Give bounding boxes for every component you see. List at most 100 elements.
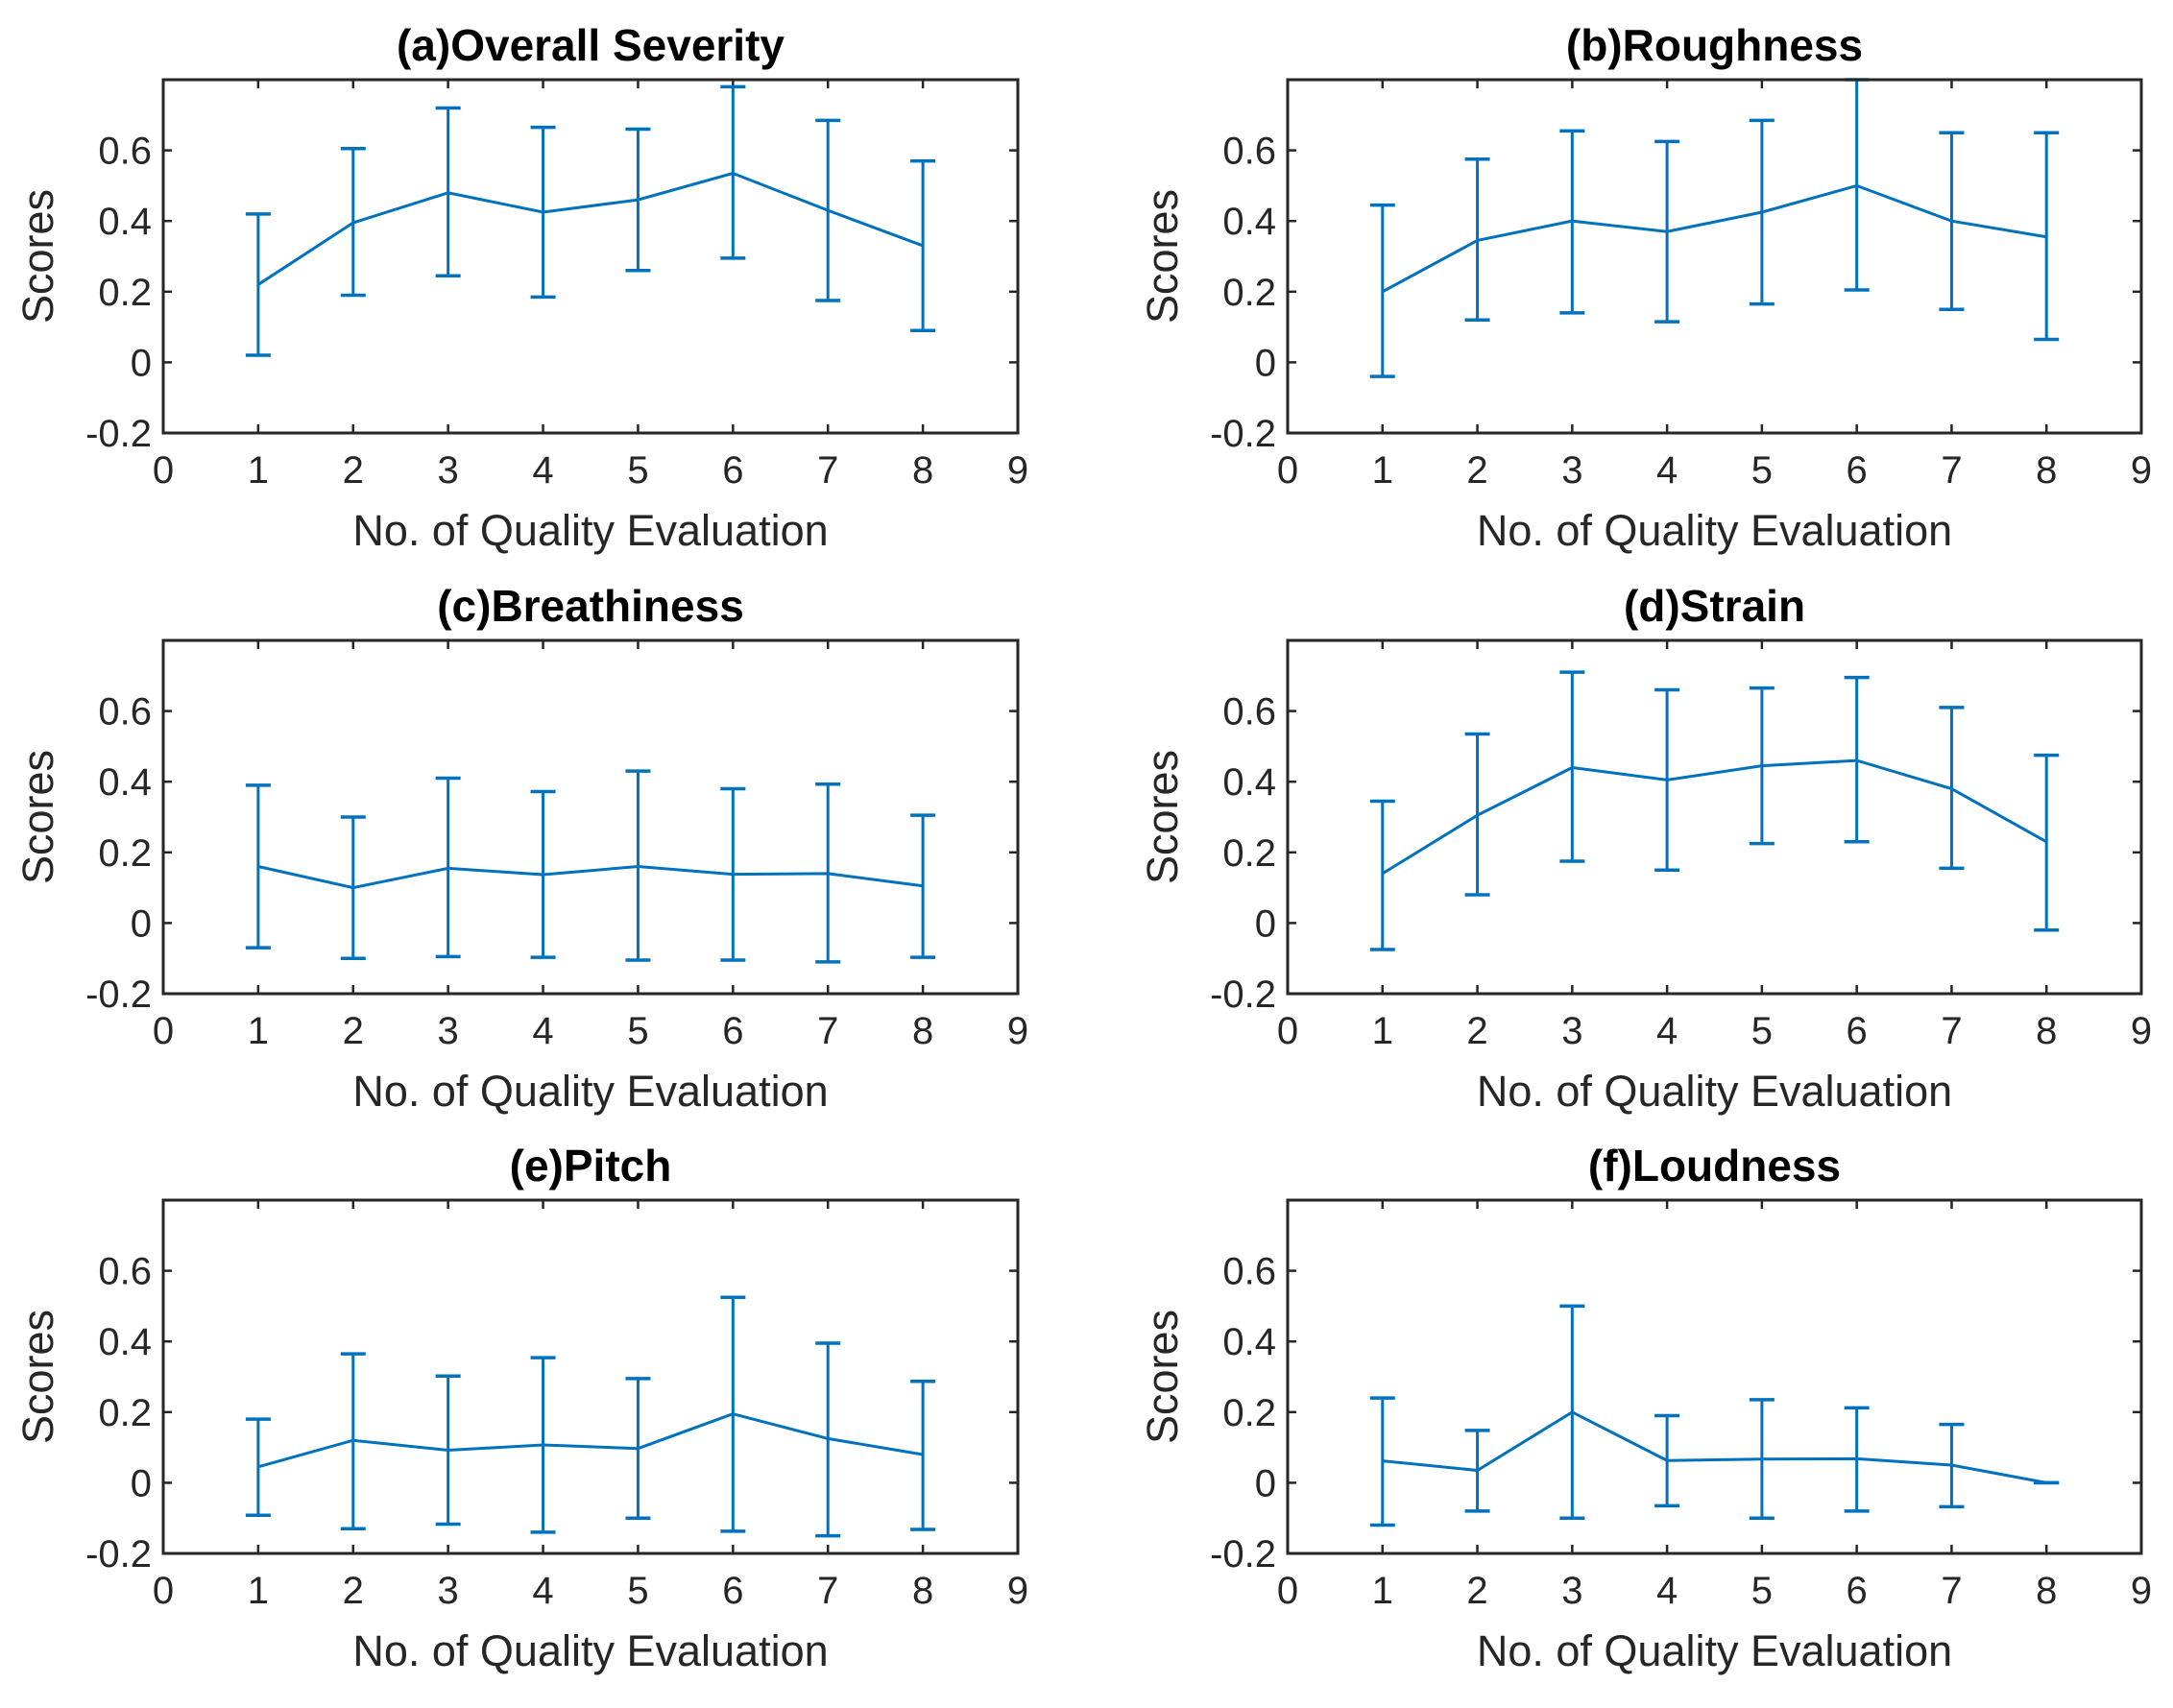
y-tick-label: -0.2 bbox=[85, 413, 152, 455]
y-axis-label: Scores bbox=[13, 750, 62, 884]
plot-frame bbox=[161, 78, 1020, 435]
y-tick-label: 0.4 bbox=[98, 201, 152, 243]
chart-title: (a)Overall Severity bbox=[397, 20, 785, 70]
x-tick-label: 6 bbox=[1847, 1570, 1868, 1612]
x-tick-label: 4 bbox=[1656, 1570, 1678, 1612]
y-tick-label: -0.2 bbox=[1210, 974, 1276, 1016]
data-point bbox=[1856, 184, 1858, 186]
data-point bbox=[2045, 1481, 2047, 1483]
data-point bbox=[1761, 211, 1763, 213]
x-tick-label: 2 bbox=[1466, 449, 1487, 492]
y-tick-label: 0.4 bbox=[1222, 1321, 1276, 1363]
x-tick-label: 3 bbox=[438, 1570, 459, 1612]
y-tick-label: 0.6 bbox=[1222, 691, 1276, 734]
x-tick-label: 1 bbox=[1372, 449, 1393, 492]
data-point bbox=[1477, 239, 1479, 241]
x-tick-label: 9 bbox=[1007, 1010, 1028, 1052]
data-point bbox=[1666, 1459, 1668, 1461]
y-tick-label: 0.4 bbox=[98, 1321, 152, 1363]
data-point bbox=[1856, 1457, 1858, 1459]
y-axis-label: Scores bbox=[1138, 750, 1187, 884]
series-line bbox=[1382, 1410, 2047, 1484]
x-tick-label: 9 bbox=[2131, 1010, 2152, 1052]
y-tick-label: -0.2 bbox=[85, 1533, 152, 1576]
data-point bbox=[352, 1439, 354, 1441]
data-point bbox=[1571, 1411, 1573, 1413]
y-tick-label: 0 bbox=[131, 902, 152, 945]
y-tick-label: 0.2 bbox=[98, 832, 152, 875]
data-point bbox=[1761, 1458, 1763, 1460]
x-tick-label: 2 bbox=[343, 1010, 364, 1052]
y-tick-label: 0.4 bbox=[1222, 201, 1276, 243]
data-point bbox=[732, 173, 734, 175]
plot-frame bbox=[161, 1198, 1020, 1555]
y-tick-label: 0.6 bbox=[98, 691, 152, 734]
x-tick-label: 8 bbox=[2036, 1570, 2057, 1612]
y-tick-label: 0.2 bbox=[98, 1392, 152, 1434]
y-tick-label: -0.2 bbox=[1210, 1533, 1276, 1576]
y-tick-label: 0.2 bbox=[1222, 1392, 1276, 1434]
x-tick-label: 9 bbox=[2131, 449, 2152, 492]
data-point bbox=[1571, 220, 1573, 222]
x-tick-label: 3 bbox=[1561, 1010, 1582, 1052]
x-tick-label: 5 bbox=[1751, 1570, 1773, 1612]
data-point bbox=[447, 867, 449, 869]
x-tick-label: 7 bbox=[1941, 1010, 1962, 1052]
x-tick-label: 9 bbox=[1007, 1570, 1028, 1612]
data-point bbox=[1477, 1470, 1479, 1472]
x-tick-label: 1 bbox=[1372, 1010, 1393, 1052]
x-axis-label: No. of Quality Evaluation bbox=[352, 506, 828, 555]
data-point bbox=[257, 283, 259, 285]
data-point bbox=[1950, 220, 1952, 222]
series-line bbox=[1381, 758, 2047, 876]
data-point bbox=[1666, 779, 1668, 781]
data-point bbox=[1382, 1460, 1384, 1462]
plot-border bbox=[1286, 638, 2143, 996]
plot-frame bbox=[1286, 78, 2143, 435]
data-point bbox=[1666, 230, 1668, 232]
x-tick-label: 8 bbox=[2036, 1010, 2057, 1052]
x-axis-label: No. of Quality Evaluation bbox=[1477, 506, 1952, 555]
data-point bbox=[637, 866, 639, 868]
x-tick-label: 4 bbox=[1656, 449, 1678, 492]
data-point bbox=[732, 1413, 734, 1415]
data-point bbox=[922, 1454, 924, 1455]
x-tick-label: 5 bbox=[1751, 449, 1773, 492]
x-tick-label: 5 bbox=[627, 1010, 648, 1052]
x-tick-label: 7 bbox=[1941, 1570, 1962, 1612]
x-tick-label: 9 bbox=[2131, 1570, 2152, 1612]
x-tick-label: 0 bbox=[1277, 1570, 1298, 1612]
x-tick-label: 3 bbox=[1561, 1570, 1582, 1612]
y-tick-label: 0.6 bbox=[1222, 1251, 1276, 1293]
x-tick-label: 5 bbox=[627, 449, 648, 492]
y-tick-label: 0 bbox=[131, 342, 152, 384]
data-point bbox=[257, 1466, 259, 1468]
x-axis-label: No. of Quality Evaluation bbox=[352, 1067, 828, 1116]
x-tick-label: 0 bbox=[153, 1010, 174, 1052]
x-tick-label: 6 bbox=[722, 1570, 743, 1612]
x-tick-label: 0 bbox=[153, 1570, 174, 1612]
data-point bbox=[447, 192, 449, 194]
x-tick-label: 1 bbox=[248, 449, 269, 492]
y-axis-label: Scores bbox=[13, 1310, 62, 1444]
data-point bbox=[1382, 291, 1384, 293]
y-tick-label: 0.6 bbox=[98, 1251, 152, 1293]
data-point bbox=[827, 873, 829, 875]
plot-frame bbox=[1286, 638, 2143, 996]
x-tick-label: 7 bbox=[1941, 449, 1962, 492]
x-tick-label: 5 bbox=[627, 1570, 648, 1612]
x-tick-label: 1 bbox=[248, 1570, 269, 1612]
plot-border bbox=[161, 638, 1020, 996]
y-tick-label: 0.6 bbox=[98, 131, 152, 173]
x-tick-label: 2 bbox=[343, 1570, 364, 1612]
y-tick-label: 0 bbox=[1255, 902, 1276, 945]
y-tick-label: 0.4 bbox=[98, 761, 152, 804]
series-line bbox=[1382, 183, 2047, 294]
plot-border bbox=[1286, 78, 2143, 435]
plot-frame bbox=[161, 638, 1020, 996]
x-tick-label: 7 bbox=[817, 1570, 838, 1612]
x-tick-label: 8 bbox=[912, 1010, 933, 1052]
